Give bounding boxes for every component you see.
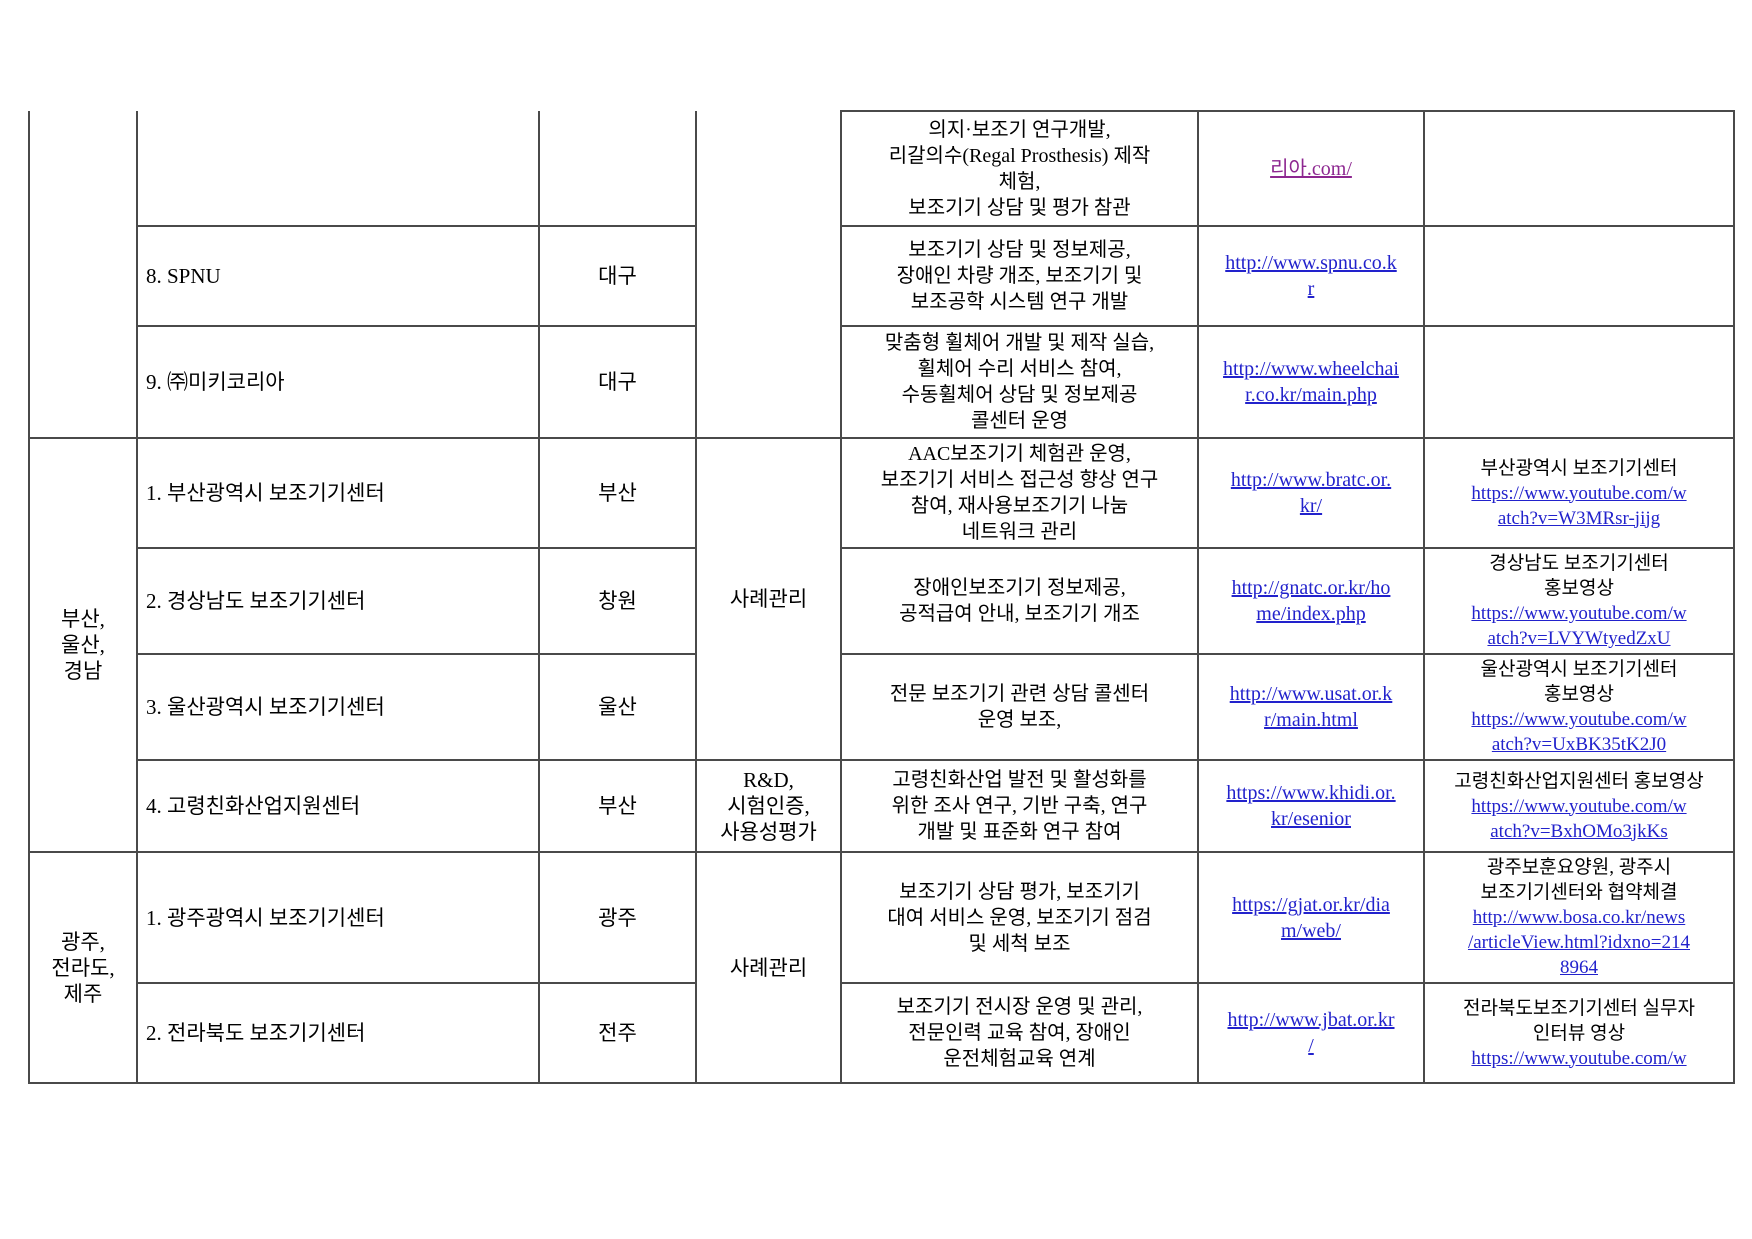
extra-cell: 부산광역시 보조기기센터 https://www.youtube.com/w a… xyxy=(1423,437,1735,549)
website-link[interactable]: https://gjat.or.kr/dia m/web/ xyxy=(1232,893,1390,942)
category-cell xyxy=(695,111,842,439)
center-name-cell: 3. 울산광역시 보조기기센터 xyxy=(136,653,540,761)
website-cell: http://www.usat.or.k r/main.html xyxy=(1197,653,1425,761)
website-cell: http://www.spnu.co.k r xyxy=(1197,225,1425,327)
description-cell: 보조기기 전시장 운영 및 관리, 전문인력 교육 참여, 장애인 운전체험교육… xyxy=(840,982,1199,1084)
extra-cell: 고령친화산업지원센터 홍보영상 https://www.youtube.com/… xyxy=(1423,759,1735,853)
youtube-link[interactable]: https://www.youtube.com/w atch?v=BxhOMo3… xyxy=(1471,795,1687,842)
extra-cell xyxy=(1423,110,1735,227)
extra-caption: 고령친화산업지원센터 홍보영상 xyxy=(1454,770,1704,792)
website-cell: http://www.jbat.or.kr / xyxy=(1197,982,1425,1084)
city-cell: 전주 xyxy=(538,982,697,1084)
center-name-cell: 1. 광주광역시 보조기기센터 xyxy=(136,851,540,984)
description-cell: 고령친화산업 발전 및 활성화를 위한 조사 연구, 기반 구축, 연구 개발 … xyxy=(840,759,1199,853)
category-cell: R&D, 시험인증, 사용성평가 xyxy=(695,759,842,853)
city-cell xyxy=(538,111,697,227)
description-cell: 의지·보조기 연구개발, 리갈의수(Regal Prosthesis) 제작 체… xyxy=(840,110,1199,227)
website-cell: https://www.khidi.or. kr/esenior xyxy=(1197,759,1425,853)
center-name-cell: 9. ㈜미키코리아 xyxy=(136,325,540,439)
extra-cell: 울산광역시 보조기기센터 홍보영상 https://www.youtube.co… xyxy=(1423,653,1735,761)
website-link[interactable]: http://www.spnu.co.k r xyxy=(1225,252,1397,300)
extra-caption: 광주보훈요양원, 광주시 보조기기센터와 협약체결 xyxy=(1480,857,1678,903)
website-link[interactable]: http://www.bratc.or. kr/ xyxy=(1230,469,1392,517)
extra-cell xyxy=(1423,225,1735,327)
description-cell: 보조기기 상담 및 정보제공, 장애인 차량 개조, 보조기기 및 보조공학 시… xyxy=(840,225,1199,327)
region-cell xyxy=(28,111,138,439)
description-cell: 보조기기 상담 평가, 보조기기 대여 서비스 운영, 보조기기 점검 및 세척… xyxy=(840,851,1199,984)
region-cell: 부산, 울산, 경남 xyxy=(28,437,138,853)
website-link[interactable]: 리아.com/ xyxy=(1270,157,1352,180)
description-cell: 맞춤형 휠체어 개발 및 제작 실습, 휠체어 수리 서비스 참여, 수동휠체어… xyxy=(840,325,1199,439)
youtube-link[interactable]: https://www.youtube.com/w xyxy=(1471,1047,1687,1069)
center-name-cell: 2. 경상남도 보조기기센터 xyxy=(136,547,540,655)
extra-cell: 광주보훈요양원, 광주시 보조기기센터와 협약체결 http://www.bos… xyxy=(1423,851,1735,984)
category-cell: 사례관리 xyxy=(695,437,842,761)
center-name-cell: 4. 고령친화산업지원센터 xyxy=(136,759,540,853)
extra-caption: 경상남도 보조기기센터 홍보영상 xyxy=(1489,553,1669,599)
center-name-cell: 2. 전라북도 보조기기센터 xyxy=(136,982,540,1084)
city-cell: 창원 xyxy=(538,547,697,655)
city-cell: 광주 xyxy=(538,851,697,984)
website-link[interactable]: http://www.wheelchai r.co.kr/main.php xyxy=(1223,358,1399,406)
city-cell: 대구 xyxy=(538,325,697,439)
website-cell: https://gjat.or.kr/dia m/web/ xyxy=(1197,851,1425,984)
region-cell: 광주, 전라도, 제주 xyxy=(28,851,138,1084)
center-name-cell xyxy=(136,111,540,227)
center-name-cell: 8. SPNU xyxy=(136,225,540,327)
description-cell: 장애인보조기기 정보제공, 공적급여 안내, 보조기기 개조 xyxy=(840,547,1199,655)
website-cell: http://www.wheelchai r.co.kr/main.php xyxy=(1197,325,1425,439)
extra-cell: 전라북도보조기기센터 실무자 인터뷰 영상 https://www.youtub… xyxy=(1423,982,1735,1084)
website-link[interactable]: https://www.khidi.or. kr/esenior xyxy=(1226,782,1396,830)
centers-table: 의지·보조기 연구개발, 리갈의수(Regal Prosthesis) 제작 체… xyxy=(28,110,1735,1084)
website-cell: http://gnatc.or.kr/ho me/index.php xyxy=(1197,547,1425,655)
city-cell: 부산 xyxy=(538,437,697,549)
website-link[interactable]: http://www.jbat.or.kr / xyxy=(1227,1009,1395,1057)
description-cell: AAC보조기기 체험관 운영, 보조기기 서비스 접근성 향상 연구 참여, 재… xyxy=(840,437,1199,549)
description-cell: 전문 보조기기 관련 상담 콜센터 운영 보조, xyxy=(840,653,1199,761)
extra-cell: 경상남도 보조기기센터 홍보영상 https://www.youtube.com… xyxy=(1423,547,1735,655)
center-name-cell: 1. 부산광역시 보조기기센터 xyxy=(136,437,540,549)
city-cell: 울산 xyxy=(538,653,697,761)
extra-cell xyxy=(1423,325,1735,439)
website-cell: 리아.com/ xyxy=(1197,110,1425,227)
youtube-link[interactable]: https://www.youtube.com/w atch?v=UxBK35t… xyxy=(1471,709,1687,755)
website-link[interactable]: http://gnatc.or.kr/ho me/index.php xyxy=(1231,577,1391,625)
extra-caption: 부산광역시 보조기기센터 xyxy=(1480,457,1678,479)
category-cell: 사례관리 xyxy=(695,851,842,1084)
youtube-link[interactable]: https://www.youtube.com/w atch?v=LVYWtye… xyxy=(1471,603,1687,649)
news-link[interactable]: http://www.bosa.co.kr/news /articleView.… xyxy=(1467,907,1691,978)
website-cell: http://www.bratc.or. kr/ xyxy=(1197,437,1425,549)
extra-caption: 전라북도보조기기센터 실무자 인터뷰 영상 xyxy=(1463,997,1695,1044)
city-cell: 부산 xyxy=(538,759,697,853)
extra-caption: 울산광역시 보조기기센터 홍보영상 xyxy=(1480,659,1678,705)
website-link[interactable]: http://www.usat.or.k r/main.html xyxy=(1229,683,1393,731)
youtube-link[interactable]: https://www.youtube.com/w atch?v=W3MRsr-… xyxy=(1471,482,1687,529)
city-cell: 대구 xyxy=(538,225,697,327)
